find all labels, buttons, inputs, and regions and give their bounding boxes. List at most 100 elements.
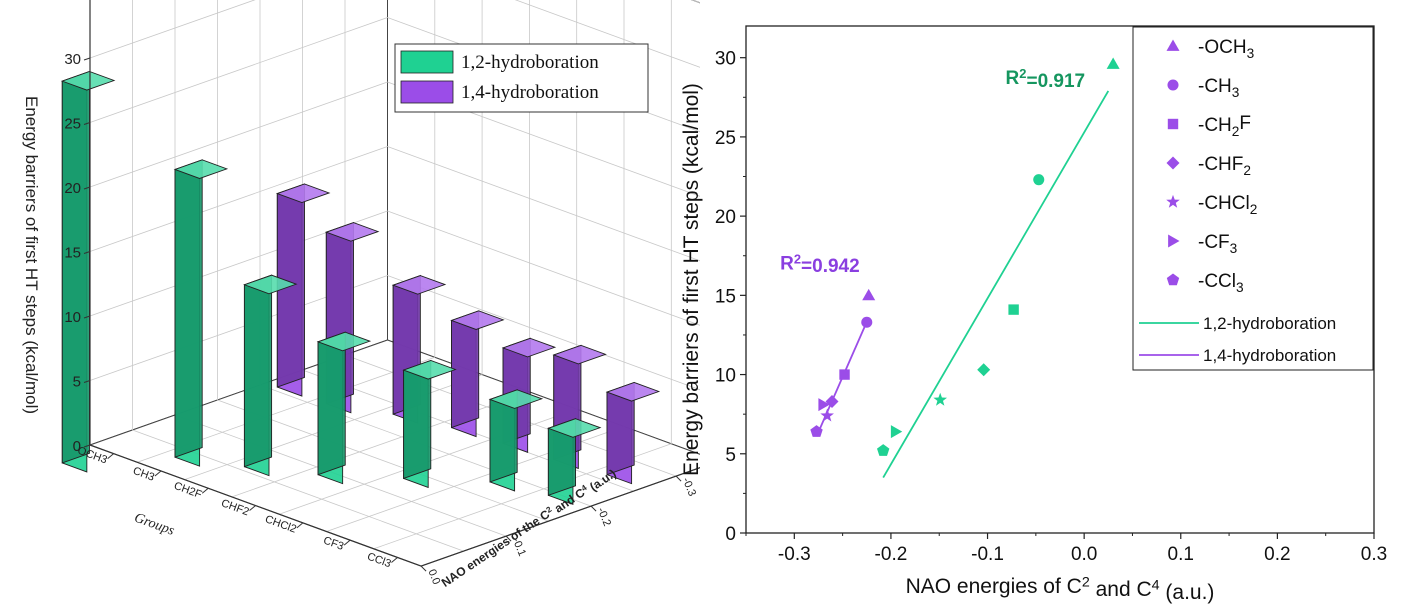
bar-1-2-hydroboration (316, 331, 372, 485)
legend-marker-star (1166, 194, 1180, 208)
z-tick-mark (83, 315, 91, 319)
legend-label: -OCH3 (1198, 37, 1254, 61)
r-squared-annotation: R2=0.917 (1006, 66, 1086, 92)
bar-1-4-hydroboration (605, 381, 661, 485)
x-tick-label: -0.2 (875, 544, 908, 565)
z-tick-mark (83, 186, 91, 190)
bar-face (547, 418, 602, 438)
legend-label: -CF3 (1198, 232, 1237, 256)
y-tick-label: 30 (715, 49, 736, 70)
x-tick-label: 0.0 (1071, 544, 1097, 565)
z-gridline (89, 0, 256, 59)
z-gridline (89, 81, 388, 188)
legend-marker-pentagon (1166, 273, 1180, 286)
z-gridline (514, 0, 700, 68)
series-1-2-hydroboration (877, 57, 1120, 478)
data-point-triangle-right (818, 398, 830, 412)
group-tick-mark (154, 470, 162, 477)
z-tick-label: 5 (73, 374, 81, 391)
group-tick-mark (391, 557, 398, 563)
bar-face (316, 331, 372, 352)
z-tick-label: 15 (64, 245, 81, 262)
bar-1-4-hydroboration (450, 310, 505, 438)
data-point-pentagon (877, 444, 890, 456)
depth-tick-mark (505, 535, 512, 542)
legend-marker-triangle-right (1168, 234, 1180, 248)
bar-1-2-hydroboration (60, 70, 116, 473)
x-tick-label: -0.1 (971, 544, 1004, 565)
z-tick-label: 30 (64, 51, 81, 68)
data-point-circle (861, 316, 873, 328)
bar-face (60, 71, 116, 91)
x-tick-label: 0.3 (1361, 544, 1387, 565)
bar-face (275, 183, 331, 204)
z-gridline (89, 146, 388, 252)
legend-label: -CH3 (1198, 76, 1239, 100)
bar-face (243, 274, 298, 295)
depth-tick-label: 0.0 (425, 568, 442, 587)
bar-face (391, 275, 447, 295)
bar-face (501, 337, 557, 358)
group-tick-mark (343, 539, 351, 546)
legend-label: -CHF2 (1198, 154, 1251, 178)
legend-marker-triangle (1166, 39, 1180, 51)
data-point-square (1008, 304, 1019, 315)
bar-1-2-hydroboration (547, 418, 602, 505)
bar-1-2-hydroboration (243, 274, 298, 477)
y-tick-label: 0 (725, 524, 736, 545)
bar-1-2-hydroboration (402, 359, 457, 489)
y-axis-title: Energy barriers of first HT steps (kcal/… (680, 83, 703, 476)
fit-line (882, 90, 1110, 478)
z-gridline (387, 210, 700, 326)
legend-marker-diamond (1166, 156, 1180, 170)
legend-marker-circle (1167, 79, 1179, 91)
bar-face (324, 222, 380, 242)
data-point-diamond (977, 363, 991, 377)
legend-label: -CH2F (1198, 113, 1251, 139)
z-tick-label: 10 (64, 309, 81, 326)
legend-label: -CHCl2 (1198, 193, 1257, 217)
bar-face (450, 310, 505, 330)
group-tick-mark (107, 453, 114, 460)
legend-swatch (400, 80, 454, 104)
y-tick-label: 20 (715, 207, 736, 228)
data-point-pentagon (810, 425, 823, 437)
depth-tick-mark (590, 505, 597, 512)
x-tick-label: 0.1 (1168, 544, 1194, 565)
data-point-square (839, 369, 850, 380)
bar-1-2-hydroboration (173, 159, 229, 467)
group-tick-mark (296, 522, 304, 529)
z-axis-title: Energy barriers of first HT steps (kcal/… (22, 96, 41, 414)
legend-label: 1,4-hydroboration (1203, 346, 1336, 365)
legend-label: 1,2-hydroboration (1203, 314, 1336, 333)
y-tick-label: 5 (725, 445, 736, 466)
group-gridline (231, 391, 530, 498)
legend-3d: 1,2-hydroboration 1,4-hydroboration (394, 43, 649, 113)
legend-label: -CCl3 (1198, 271, 1244, 295)
legend-label: 1,2-hydroboration (461, 52, 599, 73)
y-tick-label: 10 (715, 366, 736, 387)
data-point-triangle (862, 288, 876, 301)
bar-1-2-hydroboration (488, 389, 544, 492)
data-point-triangle-right (890, 425, 903, 439)
data-point-triangle (1106, 57, 1120, 69)
r-squared-annotation: R2=0.942 (780, 252, 860, 278)
bar-face (552, 344, 607, 365)
z-tick-mark (83, 122, 91, 125)
plot-frame (745, 25, 1375, 534)
depth-tick-mark (420, 565, 427, 572)
legend-marker-square (1167, 118, 1179, 130)
bar-face (402, 360, 457, 380)
legend-label: 1,4-hydroboration (461, 82, 599, 103)
z-tick-mark (83, 57, 91, 61)
z-tick-mark (83, 444, 91, 448)
y-tick-label: 25 (715, 128, 736, 149)
z-tick-mark (83, 380, 91, 383)
z-tick-label: 25 (64, 116, 81, 133)
depth-tick-mark (675, 475, 682, 482)
group-tick-mark (201, 487, 209, 494)
data-point-diamond (825, 394, 839, 408)
series-1-4-hydroboration (810, 288, 876, 437)
z-gridline (387, 275, 700, 391)
data-point-star (820, 408, 834, 422)
